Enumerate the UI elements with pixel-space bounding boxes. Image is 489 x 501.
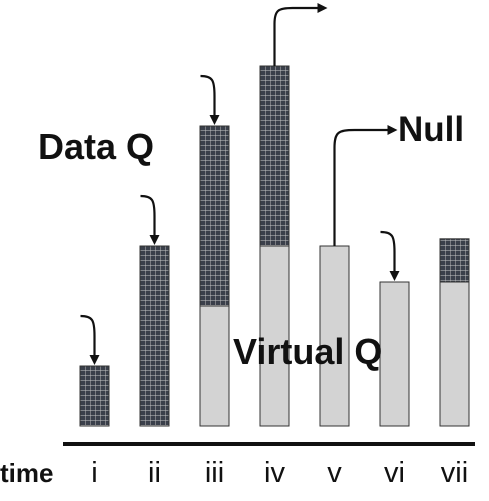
data-q-label: Data Q (38, 126, 154, 167)
time-tick-labels: i ii iii iv v vi vii (91, 457, 468, 489)
time-tick-vii: vii (441, 457, 468, 489)
virtual-queue-bar-iv (259, 245, 290, 427)
data-queue-bar-ii (139, 245, 170, 427)
virtual-q-label: Virtual Q (233, 331, 382, 372)
time-tick-ii: ii (148, 457, 161, 489)
virtual-queue-bar-v (319, 245, 350, 427)
arrow-out-iv (273, 3, 328, 66)
data-queue-bar-vii (439, 238, 470, 283)
arrows-group (80, 3, 400, 365)
data-queue-bar-i (79, 365, 110, 427)
time-tick-vi: vi (384, 457, 405, 489)
time-axis-label: time (0, 458, 53, 488)
arrow-in-ii (140, 194, 160, 245)
time-tick-v: v (327, 457, 342, 489)
virtual-queue-bar-iii (199, 305, 230, 427)
arrow-in-iii (200, 74, 220, 125)
virtual-queue-bar-vi (379, 281, 410, 427)
data-queue-bar-iv (259, 65, 290, 247)
arrow-in-vi (380, 230, 400, 281)
time-tick-iv: iv (264, 457, 285, 489)
data-queue-bar-iii (199, 125, 230, 307)
time-tick-i: i (91, 457, 97, 489)
null-label: Null (398, 110, 464, 149)
arrow-in-i (80, 314, 100, 365)
bars-group (79, 65, 470, 427)
virtual-queue-bar-vii (439, 281, 470, 427)
arrow-to-null-v (333, 125, 398, 246)
time-tick-iii: iii (205, 457, 224, 489)
